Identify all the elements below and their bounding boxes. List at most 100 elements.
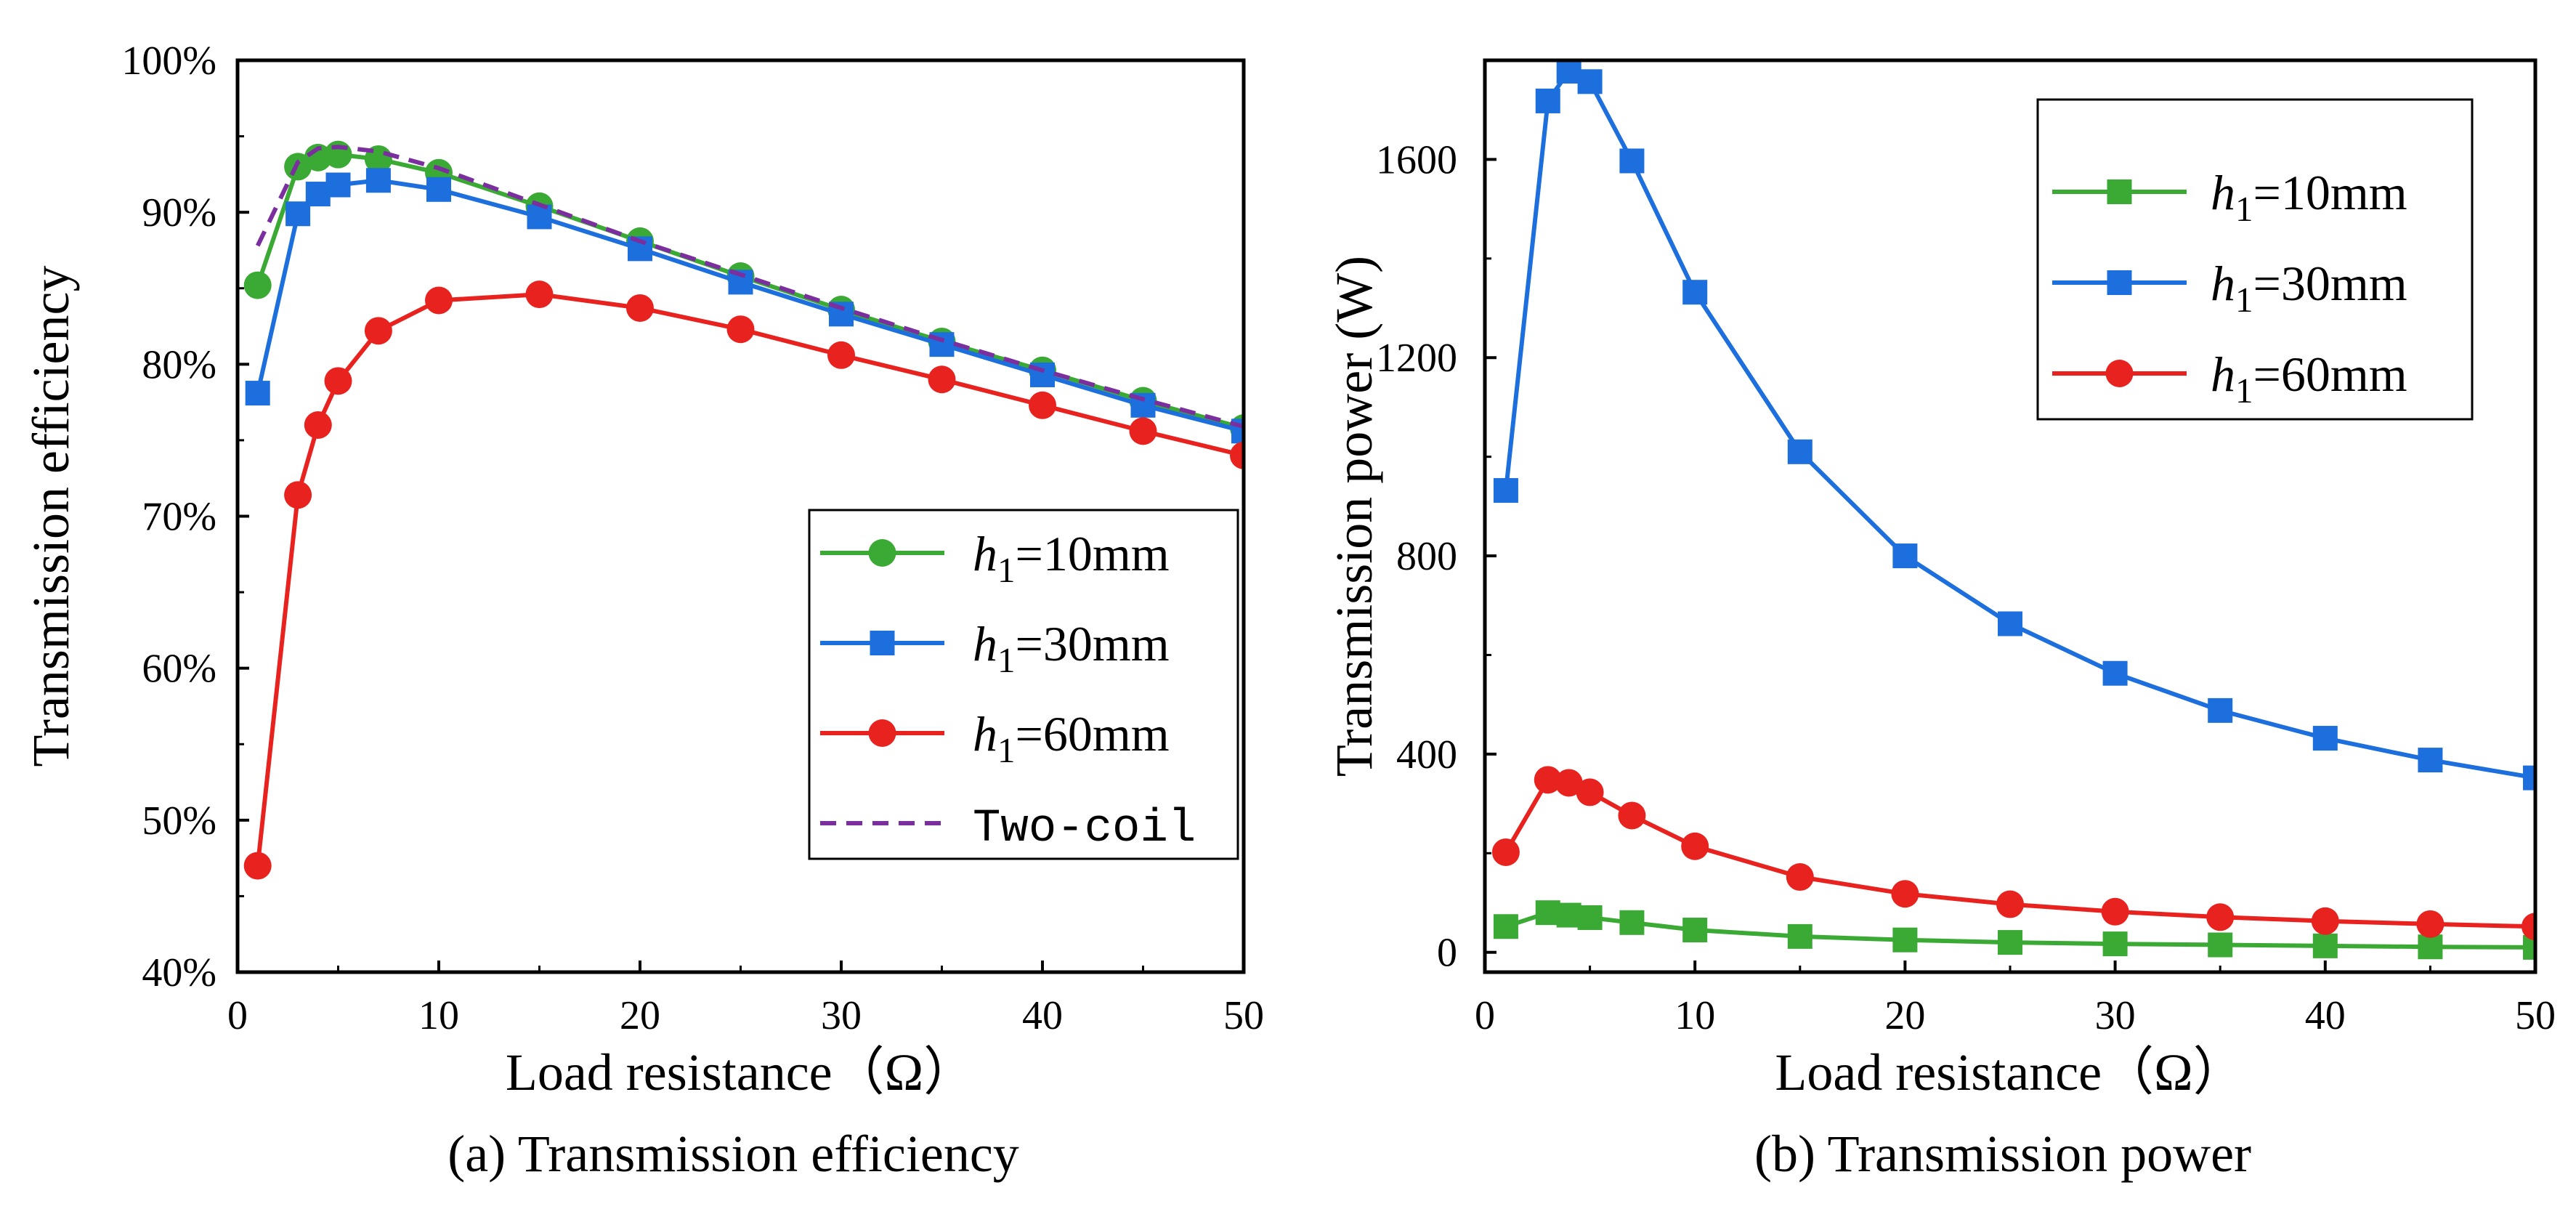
data-point [1618,801,1646,830]
x-tick-label: 10 [1674,993,1715,1038]
data-point [426,177,451,202]
data-point [1556,60,1581,84]
legend-label: h1=10mm [2211,165,2407,229]
data-point [2523,765,2535,790]
data-point [243,852,272,880]
legend-marker [2107,270,2132,295]
data-point [1996,890,2024,918]
data-point [1786,863,1814,891]
x-tick-label: 50 [1223,993,1264,1038]
data-point [324,367,352,395]
x-axis-label: Load resistance（Ω） [1775,1043,2245,1101]
data-point [245,381,270,406]
y-tick-label: 800 [1396,534,1457,579]
legend-label: Two-coil [973,803,1196,855]
legend-label: h1=60mm [2211,347,2407,411]
data-point [1892,927,1918,953]
series-1 [1493,60,2535,790]
legend-label-sub: 1 [997,550,1015,590]
data-point [1576,778,1604,806]
data-point [1892,543,1918,569]
x-tick-label: 40 [1022,993,1063,1038]
legend-box [808,509,1239,860]
y-tick-label: 70% [142,495,216,540]
legend-label-value: =60mm [2253,347,2407,402]
efficiency-chart-panel: 0 10 20 30 40 50 40% 50% 60% 70% 80% 90% 100% Load re… [22,39,1264,1183]
data-point [2208,698,2233,723]
data-point [1535,900,1560,926]
figure-caption: (a) Transmission efficiency [447,1125,1019,1183]
x-tick-label: 10 [418,993,459,1038]
legend-entry: h1=10mm [820,526,1170,590]
legend-label-var: h [2211,165,2235,220]
series-1 [245,168,1244,444]
data-point [1577,905,1603,930]
data-point [304,411,332,439]
x-tick-label: 40 [2305,993,2346,1038]
data-point [1998,611,2022,636]
y-tick-label: 60% [142,647,216,692]
data-point [364,317,392,345]
legend-marker [870,631,895,655]
x-tick-label: 50 [2515,993,2556,1038]
data-point [2208,932,2233,958]
y-tick-label: 1600 [1376,137,1457,182]
data-point [2206,903,2235,931]
legend-label-sub: 1 [997,640,1015,680]
data-point [928,365,956,394]
legend-label: h1=60mm [973,706,1170,770]
data-point [525,280,554,309]
data-point [1891,880,1919,908]
plot-area [1491,60,2535,960]
data-point [2418,934,2443,960]
x-tick-label: 20 [1884,993,1925,1038]
data-point [2311,907,2339,935]
legend-label-value: =30mm [1015,616,1169,671]
plot-frame [235,58,1246,974]
x-tick-label: 30 [2095,993,2136,1038]
legend-label-value: =30mm [2253,256,2407,311]
plot-area [243,140,1244,880]
y-tick-label: 50% [142,798,216,844]
legend-entry: h1=30mm [2052,256,2407,320]
legend-marker [2107,179,2132,204]
series-3 [255,145,1244,429]
legend-label-sub: 1 [2235,280,2253,320]
data-point [1535,88,1560,113]
data-point [243,271,272,299]
series-2 [243,280,1244,880]
data-point [1029,391,1056,419]
data-point [325,172,351,198]
data-point [2312,933,2338,958]
y-tick-label: 40% [142,950,216,995]
legend-marker [2105,360,2134,387]
data-point [1230,441,1244,469]
data-point [1577,69,1603,94]
legend-marker [868,539,896,567]
data-point [425,286,453,315]
data-point [1556,902,1581,928]
series-0 [1493,900,2535,960]
data-point [1682,918,1708,943]
legend-label-value: =10mm [1015,526,1169,581]
y-tick-label: 1200 [1376,336,1457,381]
legend-label-var: h [2211,256,2235,311]
data-point [1787,923,1812,949]
x-tick-label: 30 [821,993,862,1038]
legend-marker [868,719,896,747]
legend-entry: h1=60mm [820,706,1170,770]
legend-label: h1=10mm [973,526,1170,590]
data-point [1619,910,1645,935]
legend-label-sub: 1 [2235,371,2253,411]
legend-entry: h1=30mm [820,616,1170,680]
y-axis-label: Transmission power (W) [1325,256,1383,777]
legend-entry: h1=60mm [2052,347,2407,411]
data-point [2522,913,2535,941]
data-point [626,294,654,322]
legend-label-var: h [2211,347,2235,402]
x-tick-label: 0 [227,993,248,1038]
x-tick-label: 20 [620,993,660,1038]
data-point [2312,726,2338,751]
